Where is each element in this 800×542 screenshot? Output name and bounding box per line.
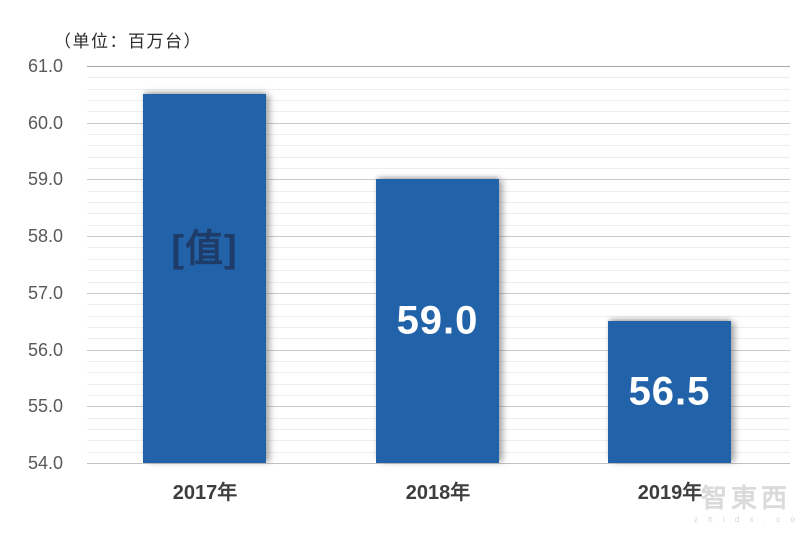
x-axis-line xyxy=(87,463,790,464)
bar-2019: 56.5 xyxy=(608,321,731,463)
y-tick-label: 61.0 xyxy=(27,56,63,76)
gridline xyxy=(87,66,790,67)
y-tick-label: 60.0 xyxy=(27,113,63,133)
y-tick-label: 54.0 xyxy=(27,453,63,473)
bar-2018: 59.0 xyxy=(376,179,499,463)
gridline xyxy=(87,100,790,101)
x-axis-label-2019: 2019年 xyxy=(637,482,703,504)
bar-value-label-2018: 59.0 xyxy=(396,298,479,343)
y-tick-label: 58.0 xyxy=(27,226,63,246)
gridline xyxy=(87,123,790,124)
gridline xyxy=(87,89,790,90)
y-tick-label: 59.0 xyxy=(27,169,63,189)
gridline xyxy=(87,111,790,112)
y-tick-label: 55.0 xyxy=(27,396,63,416)
gridline xyxy=(87,168,790,169)
y-tick-label: 56.0 xyxy=(27,340,63,360)
watermark-site-text: z h i d x . c o m xyxy=(694,515,800,524)
bar-2017: [值] xyxy=(143,94,266,463)
gridline xyxy=(87,157,790,158)
bar-value-label-2019: 56.5 xyxy=(628,369,711,414)
gridline xyxy=(87,134,790,135)
x-axis-label-2017: 2017年 xyxy=(172,482,238,504)
y-tick-label: 57.0 xyxy=(27,283,63,303)
x-axis-label-2018: 2018年 xyxy=(405,482,471,504)
bar-value-label-2017: [值] xyxy=(171,228,238,271)
unit-label: （单位：百万台） xyxy=(54,32,202,51)
gridline xyxy=(87,145,790,146)
gridline xyxy=(87,77,790,78)
